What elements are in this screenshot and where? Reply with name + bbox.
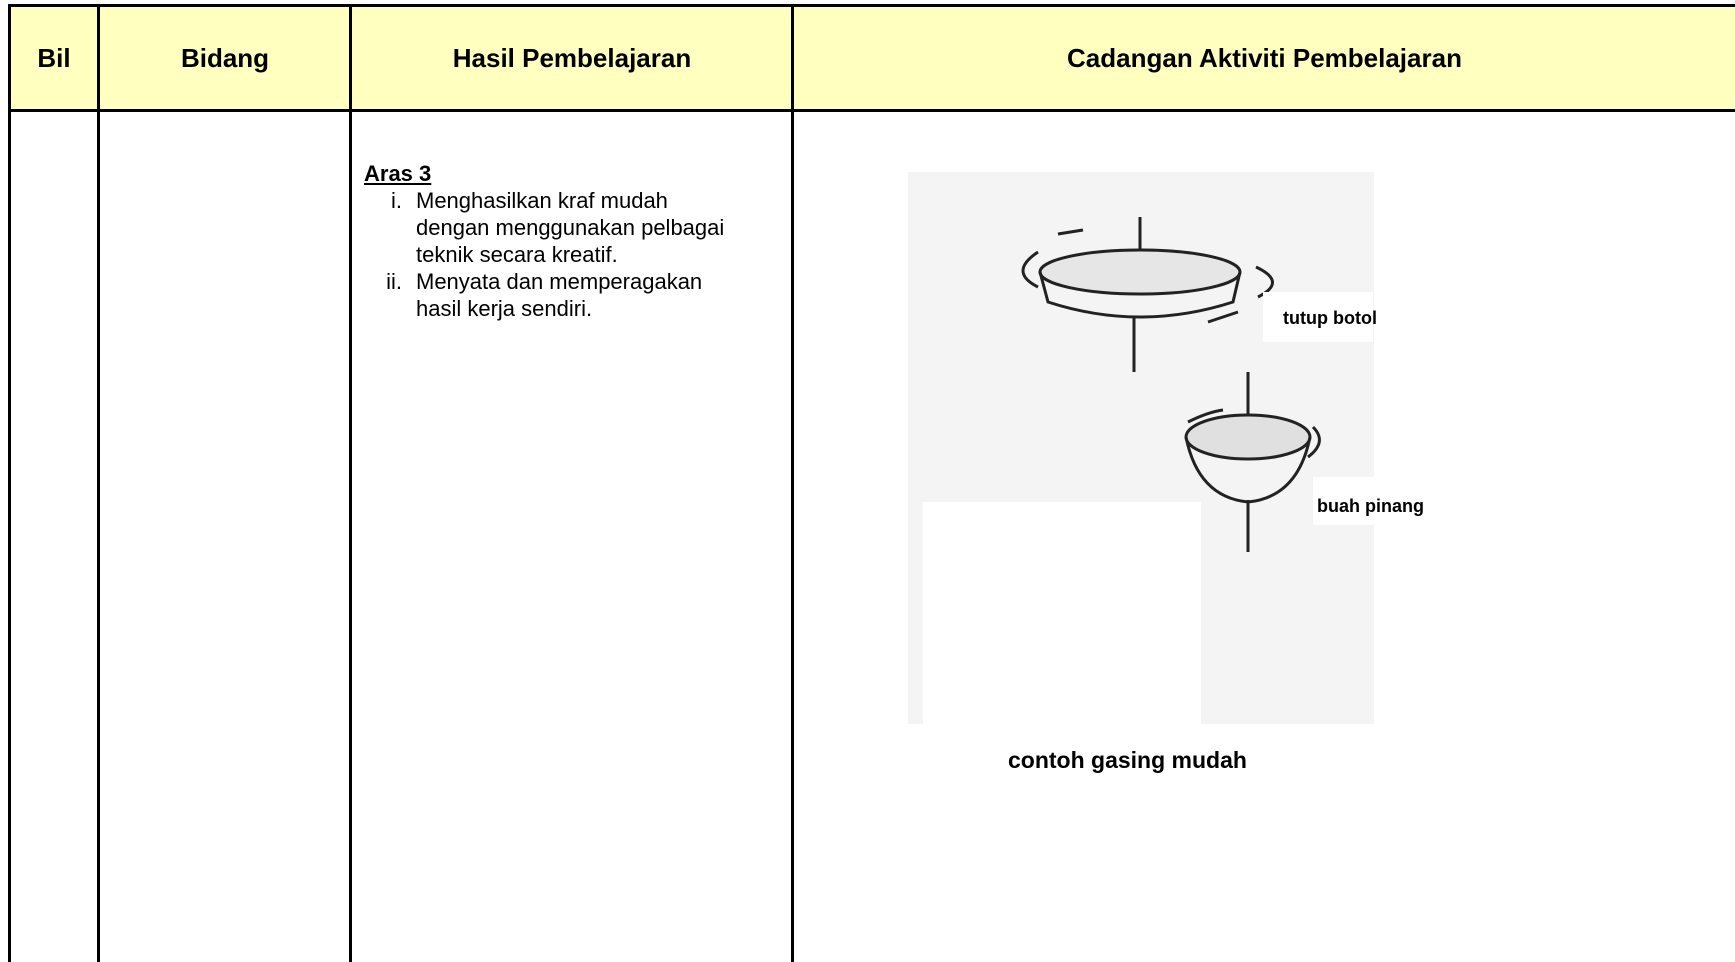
border <box>791 4 794 962</box>
header-cell: Cadangan Aktiviti Pembelajaran <box>794 6 1735 110</box>
label: tutup botol <box>1283 308 1377 328</box>
spinning-top-illustration <box>908 172 1378 724</box>
border <box>97 4 100 962</box>
item-text: Menyata dan memperagakan hasil kerja sen… <box>416 269 703 321</box>
caption: contoh gasing mudah <box>1008 747 1247 773</box>
list-item: ii. Menyata dan memperagakan hasil kerja … <box>364 268 746 322</box>
item-text: Menghasilkan kraf mudah dengan menggunak… <box>416 188 725 267</box>
learning-outcome: Aras 3 i. Menghasilkan kraf mudah dengan … <box>364 160 746 322</box>
border <box>8 109 1735 112</box>
border <box>8 4 11 962</box>
header-cell: Bidang <box>100 6 350 110</box>
item-number: i. <box>391 188 402 213</box>
border <box>349 4 352 962</box>
border <box>8 4 1735 7</box>
list-item: i. Menghasilkan kraf mudah dengan menggun… <box>364 187 746 268</box>
header-cell: Hasil Pembelajaran <box>352 6 792 110</box>
item-number: ii. <box>386 269 402 294</box>
level-title: Aras 3 <box>364 161 432 186</box>
header-cell: Bil <box>10 6 98 110</box>
label: buah pinang <box>1317 496 1424 516</box>
